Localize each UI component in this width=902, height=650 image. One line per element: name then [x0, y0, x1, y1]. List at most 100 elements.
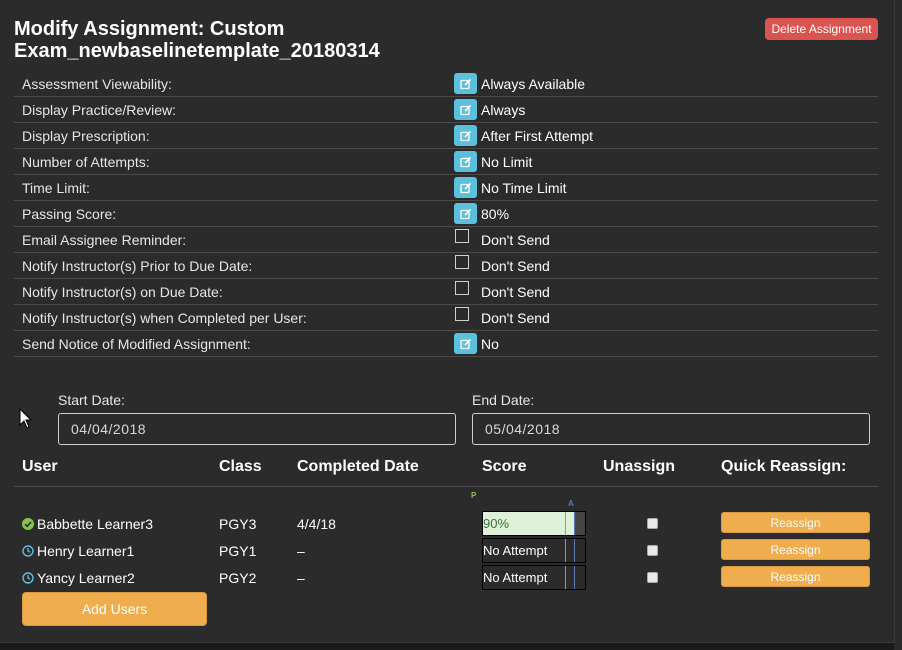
column-header-completed-date: Completed Date — [297, 458, 419, 475]
user-class: PGY1 — [219, 543, 257, 559]
column-header-user: User — [22, 458, 58, 475]
completed-date: 4/4/18 — [297, 516, 336, 532]
setting-value: Don't Send — [481, 284, 550, 300]
setting-value: No — [481, 336, 499, 352]
settings-row: Email Assignee Reminder: Don't Send — [14, 227, 878, 253]
table-header-divider — [14, 486, 878, 487]
setting-value: No Limit — [481, 154, 533, 170]
score-text: No Attempt — [483, 570, 548, 585]
settings-row: Number of Attempts: No Limit — [14, 149, 878, 175]
edit-icon[interactable] — [454, 73, 477, 94]
setting-label: Assessment Viewability: — [22, 76, 172, 92]
column-header-class: Class — [219, 458, 262, 475]
setting-value: Don't Send — [481, 232, 550, 248]
mouse-cursor-icon — [19, 408, 33, 429]
setting-label: Notify Instructor(s) on Due Date: — [22, 284, 223, 300]
settings-row: Notify Instructor(s) on Due Date: Don't S… — [14, 279, 878, 305]
start-date-label: Start Date: — [58, 392, 125, 408]
passing-line — [565, 539, 566, 562]
add-users-button[interactable]: Add Users — [22, 592, 207, 626]
setting-label: Notify Instructor(s) when Completed per … — [22, 310, 307, 326]
setting-value: Always — [481, 102, 526, 118]
settings-row: Assessment Viewability: Always Available — [14, 71, 878, 97]
setting-value: Always Available — [481, 76, 586, 92]
settings-row: Send Notice of Modified Assignment: No — [14, 331, 878, 357]
setting-label: Display Prescription: — [22, 128, 150, 144]
end-date-label: End Date: — [472, 392, 535, 408]
start-date-input[interactable] — [58, 413, 456, 445]
average-line — [574, 539, 575, 562]
delete-assignment-button[interactable]: Delete Assignment — [765, 18, 878, 40]
settings-row: Notify Instructor(s) when Completed per … — [14, 305, 878, 331]
unassign-checkbox[interactable] — [647, 572, 658, 583]
user-name: Henry Learner1 — [37, 543, 135, 559]
setting-checkbox-wrap — [454, 281, 477, 302]
edit-icon[interactable] — [454, 333, 477, 354]
column-header-quick-reassign: Quick Reassign: — [721, 458, 847, 475]
settings-row: Display Practice/Review: Always — [14, 97, 878, 123]
passing-score-marker: P — [471, 491, 477, 500]
setting-label: Time Limit: — [22, 180, 90, 196]
settings-row: Passing Score: 80% — [14, 201, 878, 227]
settings-row: Display Prescription: After First Attempt — [14, 123, 878, 149]
reassign-button[interactable]: Reassign — [721, 512, 870, 533]
score-text: No Attempt — [483, 543, 548, 558]
edit-icon[interactable] — [454, 203, 477, 224]
setting-checkbox[interactable] — [455, 229, 469, 243]
clock-icon — [22, 544, 34, 557]
table-row: Yancy Learner2 PGY2 – No Attempt Reassign — [0, 565, 894, 592]
unassign-checkbox[interactable] — [647, 518, 658, 529]
setting-checkbox-wrap — [454, 307, 477, 328]
settings-row: Time Limit: No Time Limit — [14, 175, 878, 201]
column-header-unassign: Unassign — [603, 458, 676, 475]
score-bar: No Attempt — [482, 538, 586, 563]
reassign-button[interactable]: Reassign — [721, 566, 870, 587]
reassign-button[interactable]: Reassign — [721, 539, 870, 560]
clock-icon — [22, 571, 34, 584]
table-row: Babbette Learner3 PGY3 4/4/18 90% Reassign — [0, 511, 894, 538]
edit-icon[interactable] — [454, 151, 477, 172]
setting-value: No Time Limit — [481, 180, 567, 196]
setting-value: Don't Send — [481, 258, 550, 274]
setting-label: Display Practice/Review: — [22, 102, 177, 118]
setting-checkbox[interactable] — [455, 307, 469, 321]
setting-value: 80% — [481, 206, 510, 222]
setting-checkbox-wrap — [454, 255, 477, 276]
settings-list: Assessment Viewability: Always Available D… — [14, 71, 878, 357]
edit-icon[interactable] — [454, 99, 477, 120]
setting-checkbox[interactable] — [455, 255, 469, 269]
edit-icon[interactable] — [454, 125, 477, 146]
setting-checkbox[interactable] — [455, 281, 469, 295]
score-bar-end — [575, 512, 585, 535]
edit-icon[interactable] — [454, 177, 477, 198]
backdrop — [894, 0, 902, 650]
setting-label: Send Notice of Modified Assignment: — [22, 336, 251, 352]
score-text: 90% — [483, 516, 510, 531]
user-class: PGY3 — [219, 516, 257, 532]
average-line — [574, 566, 575, 589]
score-bar: 90% — [482, 511, 586, 536]
unassign-checkbox[interactable] — [647, 545, 658, 556]
setting-value: Don't Send — [481, 310, 550, 326]
completed-date: – — [297, 543, 305, 559]
average-score-marker: A — [568, 499, 574, 508]
check-circle-icon — [22, 517, 34, 530]
average-line — [574, 512, 575, 535]
setting-label: Number of Attempts: — [22, 154, 150, 170]
setting-label: Notify Instructor(s) Prior to Due Date: — [22, 258, 253, 274]
setting-value: After First Attempt — [481, 128, 594, 144]
setting-label: Passing Score: — [22, 206, 117, 222]
passing-line — [565, 566, 566, 589]
user-class: PGY2 — [219, 570, 257, 586]
completed-date: – — [297, 570, 305, 586]
user-name: Yancy Learner2 — [37, 570, 135, 586]
passing-line — [565, 512, 566, 535]
setting-label: Email Assignee Reminder: — [22, 232, 187, 248]
end-date-input[interactable] — [472, 413, 870, 445]
score-fill — [483, 512, 575, 535]
table-row: Henry Learner1 PGY1 – No Attempt Reassign — [0, 538, 894, 565]
modal-title: Modify Assignment: Custom Exam_newbaseli… — [14, 18, 380, 62]
user-name: Babbette Learner3 — [37, 516, 153, 532]
settings-row: Notify Instructor(s) Prior to Due Date: D… — [14, 253, 878, 279]
